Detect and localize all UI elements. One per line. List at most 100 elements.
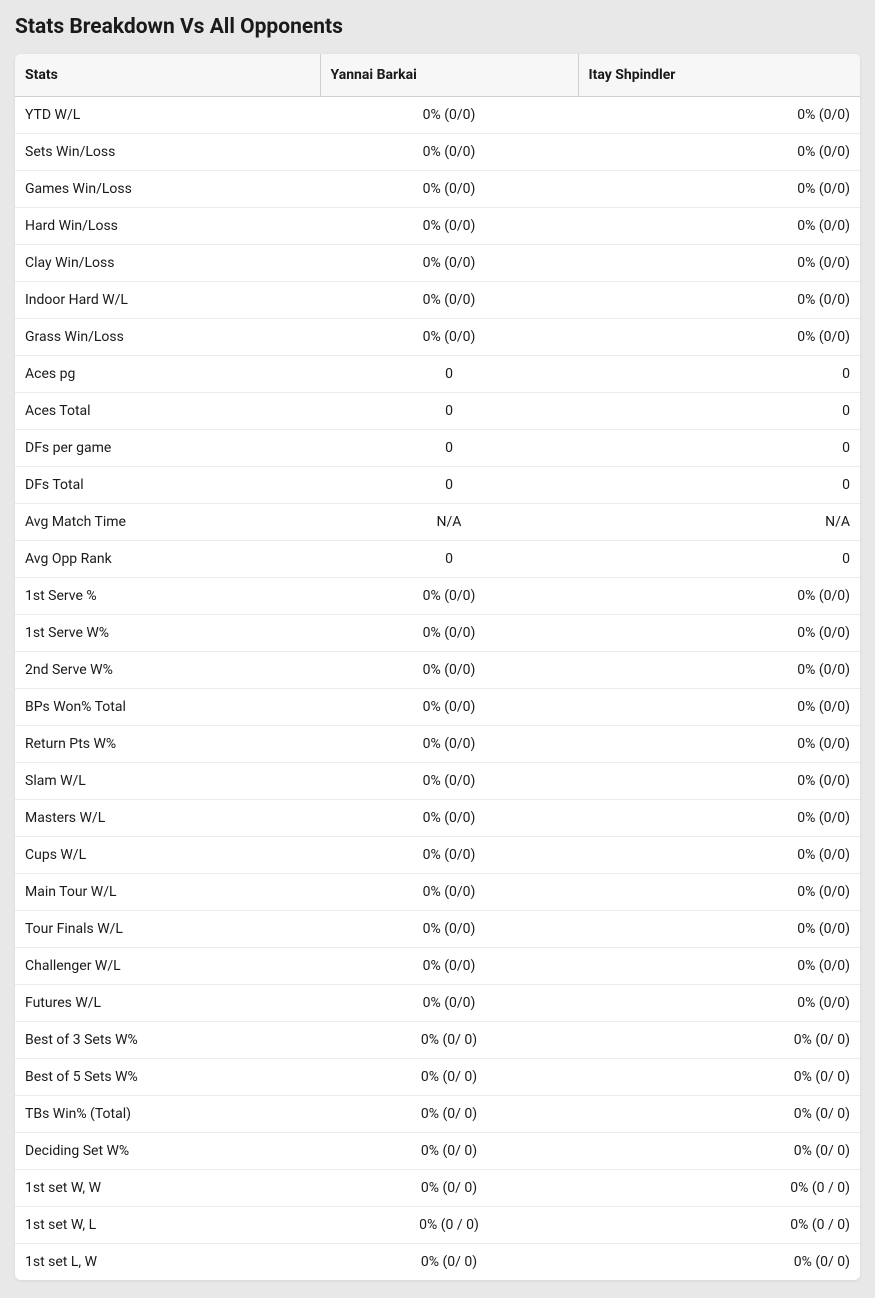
- player2-value: 0% (0/0): [578, 837, 860, 874]
- player1-value: 0% (0/0): [320, 578, 578, 615]
- player2-value: 0% (0/ 0): [578, 1059, 860, 1096]
- player2-value: 0: [578, 356, 860, 393]
- player2-value: 0% (0/0): [578, 763, 860, 800]
- stat-label: DFs per game: [15, 430, 320, 467]
- player1-value: 0% (0/ 0): [320, 1244, 578, 1281]
- player1-value: N/A: [320, 504, 578, 541]
- table-row: Futures W/L0% (0/0)0% (0/0): [15, 985, 860, 1022]
- table-row: Avg Match TimeN/AN/A: [15, 504, 860, 541]
- table-row: 1st set W, L0% (0 / 0)0% (0 / 0): [15, 1207, 860, 1244]
- stat-label: 1st Serve %: [15, 578, 320, 615]
- table-row: Masters W/L0% (0/0)0% (0/0): [15, 800, 860, 837]
- player1-value: 0% (0/0): [320, 319, 578, 356]
- player1-value: 0: [320, 467, 578, 504]
- stats-table-container: Stats Yannai Barkai Itay Shpindler YTD W…: [15, 54, 860, 1280]
- col-player1-header: Yannai Barkai: [320, 54, 578, 97]
- col-stats-header: Stats: [15, 54, 320, 97]
- player1-value: 0% (0/0): [320, 615, 578, 652]
- table-row: DFs Total00: [15, 467, 860, 504]
- player1-value: 0: [320, 541, 578, 578]
- table-row: 1st Serve %0% (0/0)0% (0/0): [15, 578, 860, 615]
- player1-value: 0% (0/0): [320, 134, 578, 171]
- player2-value: N/A: [578, 504, 860, 541]
- player2-value: 0: [578, 541, 860, 578]
- stat-label: Best of 3 Sets W%: [15, 1022, 320, 1059]
- table-row: Grass Win/Loss0% (0/0)0% (0/0): [15, 319, 860, 356]
- stat-label: DFs Total: [15, 467, 320, 504]
- player2-value: 0% (0/0): [578, 282, 860, 319]
- player2-value: 0% (0/0): [578, 726, 860, 763]
- player1-value: 0% (0/0): [320, 208, 578, 245]
- table-row: Aces Total00: [15, 393, 860, 430]
- stat-label: YTD W/L: [15, 97, 320, 134]
- stat-label: Sets Win/Loss: [15, 134, 320, 171]
- stat-label: Avg Match Time: [15, 504, 320, 541]
- player1-value: 0% (0/0): [320, 837, 578, 874]
- player1-value: 0% (0/0): [320, 800, 578, 837]
- table-row: Main Tour W/L0% (0/0)0% (0/0): [15, 874, 860, 911]
- table-row: YTD W/L0% (0/0)0% (0/0): [15, 97, 860, 134]
- player1-value: 0% (0/0): [320, 171, 578, 208]
- table-row: Clay Win/Loss0% (0/0)0% (0/0): [15, 245, 860, 282]
- player1-value: 0% (0/0): [320, 948, 578, 985]
- player2-value: 0% (0/0): [578, 652, 860, 689]
- table-row: Avg Opp Rank00: [15, 541, 860, 578]
- player2-value: 0% (0/ 0): [578, 1244, 860, 1281]
- player2-value: 0% (0/0): [578, 171, 860, 208]
- stat-label: TBs Win% (Total): [15, 1096, 320, 1133]
- player2-value: 0% (0/0): [578, 134, 860, 171]
- player1-value: 0% (0/ 0): [320, 1096, 578, 1133]
- player2-value: 0% (0/ 0): [578, 1133, 860, 1170]
- stat-label: Avg Opp Rank: [15, 541, 320, 578]
- player1-value: 0: [320, 356, 578, 393]
- stat-label: Best of 5 Sets W%: [15, 1059, 320, 1096]
- table-row: Best of 3 Sets W%0% (0/ 0)0% (0/ 0): [15, 1022, 860, 1059]
- player2-value: 0% (0/0): [578, 97, 860, 134]
- table-row: Deciding Set W%0% (0/ 0)0% (0/ 0): [15, 1133, 860, 1170]
- table-row: 1st set W, W0% (0/ 0)0% (0 / 0): [15, 1170, 860, 1207]
- table-row: Slam W/L0% (0/0)0% (0/0): [15, 763, 860, 800]
- stat-label: Challenger W/L: [15, 948, 320, 985]
- stat-label: 1st set W, L: [15, 1207, 320, 1244]
- player1-value: 0% (0/0): [320, 282, 578, 319]
- stat-label: Indoor Hard W/L: [15, 282, 320, 319]
- player2-value: 0% (0 / 0): [578, 1207, 860, 1244]
- stat-label: Futures W/L: [15, 985, 320, 1022]
- stat-label: Cups W/L: [15, 837, 320, 874]
- player1-value: 0% (0/ 0): [320, 1133, 578, 1170]
- table-row: Challenger W/L0% (0/0)0% (0/0): [15, 948, 860, 985]
- player1-value: 0% (0/0): [320, 726, 578, 763]
- player2-value: 0% (0/ 0): [578, 1096, 860, 1133]
- stat-label: 2nd Serve W%: [15, 652, 320, 689]
- table-header-row: Stats Yannai Barkai Itay Shpindler: [15, 54, 860, 97]
- table-row: DFs per game00: [15, 430, 860, 467]
- player2-value: 0% (0/0): [578, 615, 860, 652]
- player1-value: 0% (0/0): [320, 245, 578, 282]
- stat-label: Aces pg: [15, 356, 320, 393]
- player2-value: 0% (0/0): [578, 208, 860, 245]
- player1-value: 0% (0/0): [320, 911, 578, 948]
- player2-value: 0: [578, 393, 860, 430]
- player1-value: 0% (0/0): [320, 874, 578, 911]
- page-title: Stats Breakdown Vs All Opponents: [15, 15, 860, 39]
- table-row: Aces pg00: [15, 356, 860, 393]
- table-row: Sets Win/Loss0% (0/0)0% (0/0): [15, 134, 860, 171]
- stat-label: Games Win/Loss: [15, 171, 320, 208]
- stat-label: Masters W/L: [15, 800, 320, 837]
- stat-label: Main Tour W/L: [15, 874, 320, 911]
- stat-label: BPs Won% Total: [15, 689, 320, 726]
- player2-value: 0% (0/0): [578, 578, 860, 615]
- stats-table: Stats Yannai Barkai Itay Shpindler YTD W…: [15, 54, 860, 1280]
- player1-value: 0% (0/0): [320, 97, 578, 134]
- stat-label: Deciding Set W%: [15, 1133, 320, 1170]
- table-row: Best of 5 Sets W%0% (0/ 0)0% (0/ 0): [15, 1059, 860, 1096]
- table-row: Games Win/Loss0% (0/0)0% (0/0): [15, 171, 860, 208]
- table-row: TBs Win% (Total)0% (0/ 0)0% (0/ 0): [15, 1096, 860, 1133]
- player2-value: 0% (0/0): [578, 874, 860, 911]
- player2-value: 0% (0/ 0): [578, 1022, 860, 1059]
- player1-value: 0% (0/0): [320, 652, 578, 689]
- player2-value: 0% (0/0): [578, 319, 860, 356]
- table-row: Return Pts W%0% (0/0)0% (0/0): [15, 726, 860, 763]
- player2-value: 0: [578, 467, 860, 504]
- col-player2-header: Itay Shpindler: [578, 54, 860, 97]
